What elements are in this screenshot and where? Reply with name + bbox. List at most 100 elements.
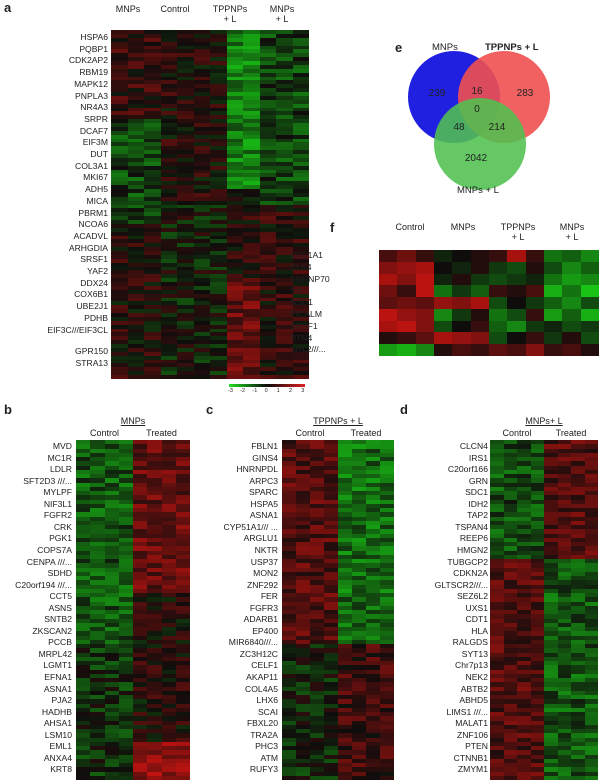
heatmap-cell — [90, 580, 106, 586]
heatmap-cell — [160, 355, 178, 361]
heatmap-cell — [584, 576, 598, 581]
heatmap-cell — [259, 115, 277, 120]
heatmap-cell — [76, 448, 91, 454]
heatmap-cell — [210, 239, 228, 244]
heatmap-cell — [530, 478, 545, 484]
heatmap-cell — [177, 123, 195, 128]
heatmap-cell — [111, 123, 129, 128]
heatmap-cell — [259, 344, 277, 349]
heatmap-cell — [133, 627, 148, 632]
heatmap-cell — [147, 639, 163, 645]
heatmap-cell — [210, 181, 228, 186]
heatmap-cell — [490, 593, 505, 598]
heatmap-cell — [310, 656, 325, 662]
heatmap-cell — [380, 673, 394, 679]
heatmap-cell — [557, 550, 572, 556]
heatmap-cell — [490, 533, 505, 539]
heatmap-cell — [210, 84, 228, 89]
heatmap-cell — [111, 126, 129, 132]
heatmap-cell — [133, 546, 148, 552]
heatmap-cell — [338, 605, 353, 611]
heatmap-cell — [276, 293, 294, 299]
heatmap-cell — [90, 656, 106, 662]
heatmap-cell — [530, 491, 545, 496]
panel-b-gene-label: LGMT1 — [43, 660, 72, 671]
heatmap-cell — [530, 720, 545, 726]
heatmap-cell — [76, 563, 91, 569]
heatmap-cell — [517, 720, 532, 726]
heatmap-cell — [557, 516, 572, 522]
heatmap-cell — [160, 258, 178, 264]
heatmap-cell — [544, 444, 559, 450]
heatmap-cell — [193, 154, 211, 159]
heatmap-cell — [160, 103, 178, 109]
heatmap-cell — [243, 367, 261, 372]
heatmap-cell — [104, 746, 120, 751]
heatmap-cell — [276, 177, 294, 182]
heatmap-cell — [144, 130, 162, 136]
heatmap-cell — [160, 235, 178, 240]
heatmap-cell — [276, 235, 294, 240]
heatmap-cell — [338, 495, 353, 501]
heatmap-cell — [292, 235, 309, 240]
heatmap-cell — [90, 554, 106, 560]
heatmap-cell — [210, 200, 228, 206]
heatmap-cell — [147, 576, 163, 581]
heatmap-cell — [118, 639, 134, 645]
heatmap-cell — [324, 673, 339, 679]
heatmap-cell — [161, 656, 177, 662]
heatmap-cell — [177, 223, 195, 229]
heatmap-cell — [490, 767, 505, 773]
heatmap-cell — [161, 610, 177, 615]
heatmap-cell — [310, 508, 325, 513]
heatmap-cell — [490, 741, 505, 747]
heatmap-cell — [118, 775, 134, 780]
heatmap-cell — [243, 177, 261, 182]
heatmap-cell — [127, 111, 145, 116]
heatmap-cell — [259, 204, 277, 209]
heatmap-cell — [118, 525, 134, 530]
heatmap-cell — [118, 665, 134, 671]
heatmap-cell — [380, 733, 394, 739]
heatmap-cell — [210, 30, 228, 35]
heatmap-cell — [226, 375, 244, 379]
panel-f-gene-label: CLK4 — [290, 261, 312, 272]
heatmap-cell — [210, 336, 228, 341]
heatmap-cell — [276, 41, 294, 47]
heatmap-cell — [111, 177, 129, 182]
heatmap-cell — [352, 763, 367, 768]
heatmap-cell — [276, 251, 294, 256]
heatmap-cell — [144, 324, 162, 330]
heatmap-cell — [517, 542, 532, 547]
heatmap-cell — [243, 231, 261, 237]
heatmap-cell — [292, 72, 309, 78]
heatmap-cell — [175, 758, 190, 764]
heatmap-cell — [324, 533, 339, 539]
heatmap-cell — [133, 750, 148, 756]
heatmap-cell — [557, 567, 572, 573]
heatmap-cell — [415, 273, 435, 286]
heatmap-cell — [133, 729, 148, 734]
heatmap-cell — [292, 285, 309, 291]
heatmap-cell — [226, 258, 244, 264]
panel-a-heatmap — [111, 30, 309, 379]
heatmap-cell — [571, 563, 586, 569]
heatmap-cell — [160, 316, 178, 322]
heatmap-cell — [544, 754, 559, 760]
heatmap-cell — [177, 297, 195, 303]
heatmap-cell — [127, 375, 145, 379]
heatmap-cell — [584, 588, 598, 594]
heatmap-cell — [193, 212, 211, 217]
heatmap-cell — [282, 707, 297, 713]
heatmap-cell — [584, 533, 598, 539]
heatmap-cell — [366, 491, 381, 496]
heatmap-cell — [503, 499, 518, 505]
heatmap-cell — [517, 486, 532, 492]
heatmap-cell — [380, 652, 394, 658]
heatmap-cell — [111, 231, 129, 237]
heatmap-cell — [104, 499, 120, 505]
panel-f-letter: f — [330, 220, 335, 235]
heatmap-cell — [177, 188, 195, 194]
heatmap-cell — [503, 673, 518, 679]
heatmap-cell — [147, 452, 163, 458]
